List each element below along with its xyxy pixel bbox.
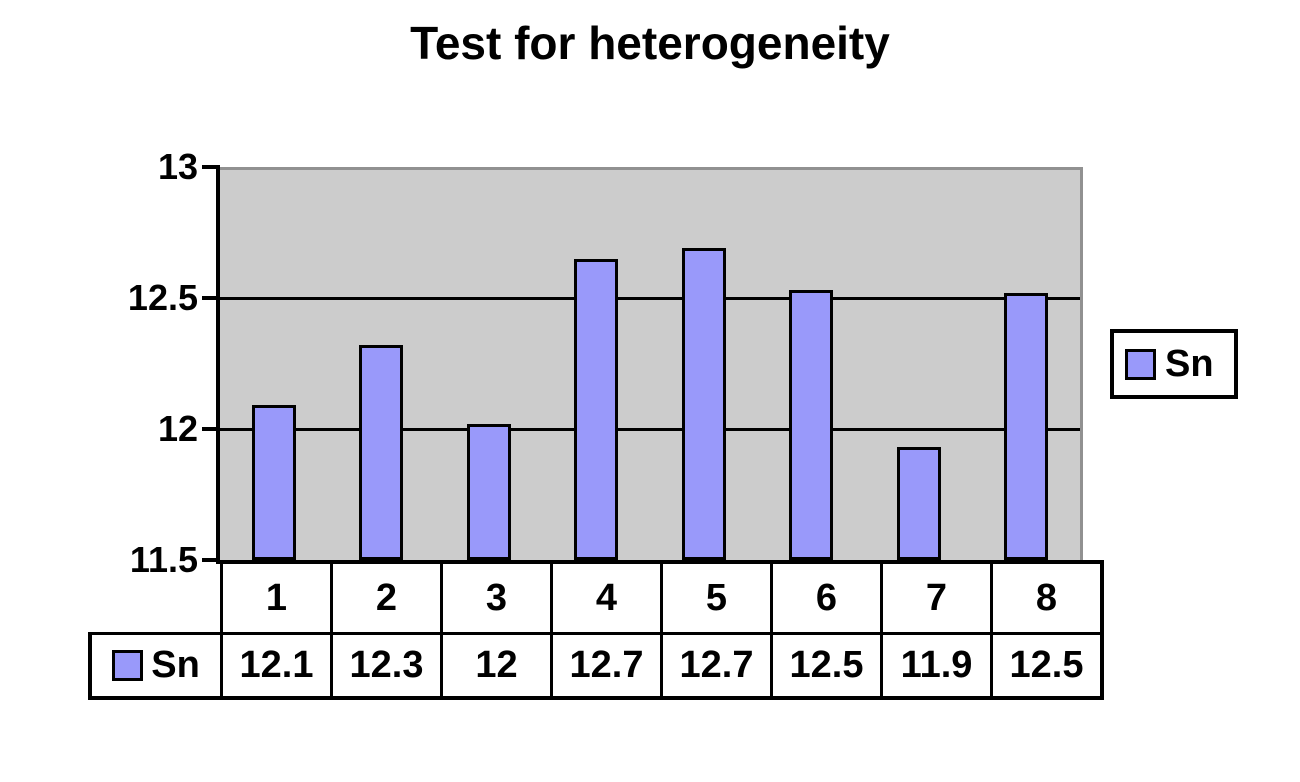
legend-box: Sn	[1110, 329, 1238, 399]
value-cell: 12.5	[990, 632, 1104, 700]
bar-sn-6	[789, 290, 834, 560]
value-row: Sn 12.1 12.3 12 12.7 12.7 12.5 11.9 12.5	[88, 632, 1104, 700]
x-category-cell: 1	[220, 560, 333, 635]
bar-sn-8	[1004, 292, 1049, 560]
value-cell: 12.7	[550, 632, 663, 700]
y-tick-label: 12.5	[127, 277, 198, 318]
chart-title: Test for heterogeneity	[410, 17, 890, 69]
y-tick-label: 12	[157, 408, 198, 449]
series-name-label: Sn	[151, 644, 200, 686]
y-gridline	[220, 296, 1080, 300]
bar-sn-2	[359, 345, 404, 560]
series-key: Sn	[94, 644, 219, 687]
y-tick-mark	[202, 558, 216, 562]
x-category-cell: 8	[990, 560, 1104, 635]
series-name-cell: Sn	[88, 632, 223, 700]
x-category-cell: 5	[660, 560, 773, 635]
value-cell: 11.9	[880, 632, 993, 700]
y-tick-label: 11.5	[129, 539, 198, 580]
bar-sn-4	[574, 258, 619, 560]
value-cell: 12.7	[660, 632, 773, 700]
x-category-cell: 3	[440, 560, 553, 635]
legend-series-label: Sn	[1165, 343, 1214, 385]
x-category-cell: 7	[880, 560, 993, 635]
y-axis-line	[216, 165, 220, 564]
value-cell: 12.5	[770, 632, 883, 700]
bar-sn-7	[896, 447, 941, 560]
x-category-cell: 2	[330, 560, 443, 635]
value-cell: 12.3	[330, 632, 443, 700]
value-cell: 12	[440, 632, 553, 700]
legend-swatch-icon	[1125, 348, 1156, 380]
x-category-cell: 6	[770, 560, 883, 635]
bar-sn-3	[466, 423, 511, 560]
plot-area	[220, 167, 1083, 563]
bar-sn-5	[681, 248, 726, 560]
y-tick-mark	[202, 165, 216, 169]
y-tick-mark	[202, 427, 216, 431]
bar-sn-1	[251, 405, 296, 560]
y-tick-label: 13	[157, 146, 198, 187]
x-category-cell: 4	[550, 560, 663, 635]
y-gridline	[220, 427, 1080, 431]
y-tick-mark	[202, 296, 216, 300]
table-ghost-cell	[90, 562, 222, 634]
value-cell: 12.1	[220, 632, 333, 700]
series-swatch-icon	[112, 650, 144, 681]
